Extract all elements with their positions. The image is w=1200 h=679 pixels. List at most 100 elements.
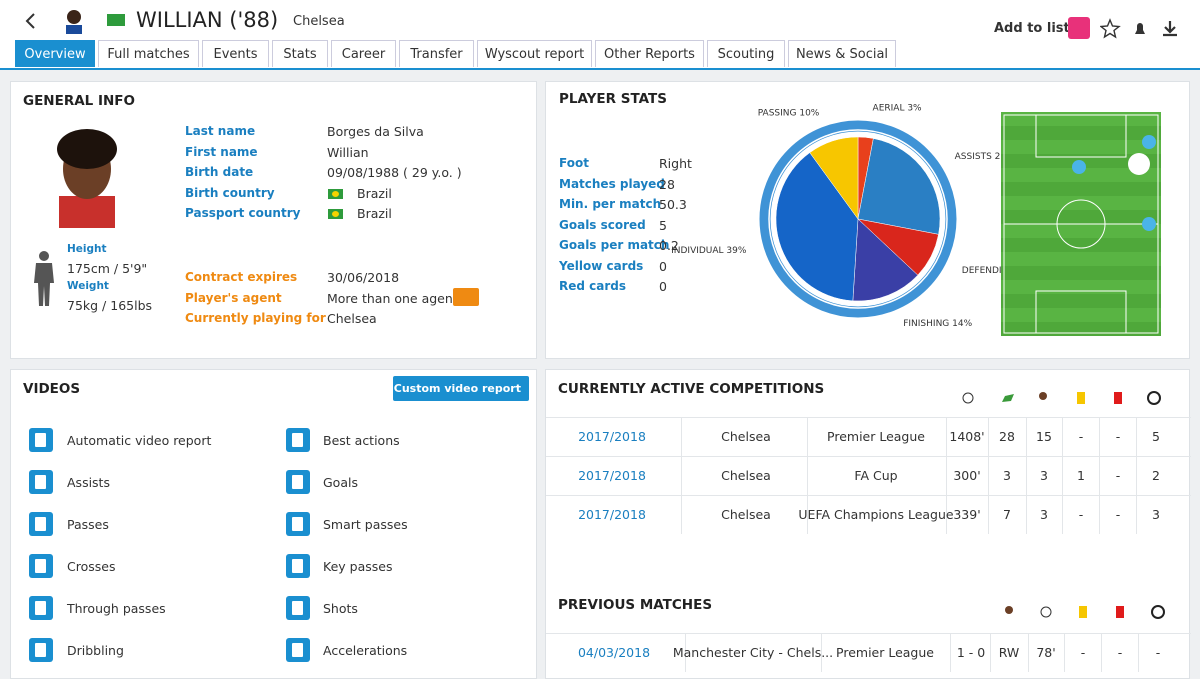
pie-ring [759,120,957,318]
table-cell: Premier League [827,429,925,444]
table-cell: 1 - 0 [956,645,986,660]
table-cell: - [1155,645,1161,660]
stat-label: Red cards [559,279,627,293]
add-to-list[interactable]: Add to list [994,21,1070,36]
video-icon[interactable] [29,638,53,662]
table-cell: FA Cup [854,468,898,483]
agent-view-button[interactable] [453,288,479,306]
table-cell: 339' [953,507,981,522]
pitch-stripe [1001,252,1161,266]
tab[interactable]: News & Social [788,40,896,67]
field-label: First name [185,144,258,159]
video-link[interactable]: Dribbling [67,643,124,658]
tab[interactable]: Wyscout report [477,40,592,67]
field-value: 30/06/2018 [327,270,400,285]
table-cell[interactable]: 2017/2018 [578,507,646,522]
video-link[interactable]: Smart passes [323,517,408,532]
tab[interactable]: Scouting [707,40,785,67]
cell-separator [681,418,682,456]
video-icon[interactable] [29,554,53,578]
video-link[interactable]: Accelerations [323,643,408,658]
video-link[interactable]: Automatic video report [67,433,212,448]
video-link[interactable]: Assists [67,475,110,490]
pitch-dot [1142,135,1156,149]
add-button[interactable] [1068,17,1090,39]
table-cell[interactable]: 2017/2018 [578,468,646,483]
panel-title: PLAYER STATS [559,91,667,107]
cell-separator [946,418,947,456]
table-row: 2017/2018 Chelsea UEFA Champions League 339… [546,495,1191,534]
video-link[interactable]: Crosses [67,559,116,574]
cell-separator [1136,457,1137,495]
table-cell: 3 [1040,468,1048,483]
table-cell: - [1115,507,1121,522]
tab[interactable]: Full matches [98,40,199,67]
tab[interactable]: Career [331,40,396,67]
table-cell: UEFA Champions League [798,507,954,522]
field-label: Passport country [185,206,301,220]
table-row: 2017/2018 Chelsea Premier League 1408' 28 15 -… [546,417,1191,456]
video-link[interactable]: Through passes [67,601,166,616]
flag [328,209,343,219]
pie-label: AERIAL 3% [873,103,923,113]
pitch-dot [1072,160,1086,174]
table-cell: Manchester City - Chels... [672,645,834,660]
table-cell[interactable]: 2017/2018 [578,429,646,444]
tab[interactable]: Stats [272,40,328,67]
video-icon[interactable] [286,554,310,578]
video-icon[interactable] [286,638,310,662]
pitch-dot [1128,153,1150,175]
cell-separator [1101,634,1102,672]
video-icon[interactable] [29,596,53,620]
video-link[interactable]: Best actions [323,433,400,448]
video-icon[interactable] [29,512,53,536]
pitch-dot [1142,217,1156,231]
table-header-icons [962,391,1161,405]
tab[interactable]: Other Reports [595,40,704,67]
general-info-panel: GENERAL INFO Last name Borges da Silva Fir… [10,81,537,359]
table-cell: Chelsea [721,429,771,444]
video-icon[interactable] [286,596,310,620]
cell-separator [1026,496,1027,534]
table-cell: Premier League [836,645,934,660]
field-value: Chelsea [327,311,377,326]
table-cell: 78' [1036,645,1056,660]
cell-separator [1099,418,1100,456]
tab[interactable]: Transfer [399,40,474,67]
club-name[interactable]: Chelsea [293,14,345,29]
pie-slice [857,138,941,235]
video-icon[interactable] [286,428,310,452]
pitch-stripe [1001,140,1161,154]
cell-separator [681,496,682,534]
pie-label: DEFENDING [962,266,1016,276]
pitch-stripe [1001,224,1161,238]
stats-chart: AERIAL 3% ASSISTS 2 DEFENDING FINISHING 14%… [671,103,1161,336]
table-cell: Chelsea [721,507,771,522]
video-link[interactable]: Passes [67,517,109,532]
cell-separator [990,634,991,672]
table-cell: 5 [1152,429,1160,444]
video-icon[interactable] [286,470,310,494]
flag [328,188,343,199]
video-icon[interactable] [29,428,53,452]
table-cell: 15 [1036,429,1052,444]
video-icon[interactable] [286,512,310,536]
video-link[interactable]: Goals [323,475,358,490]
cell-separator [807,418,808,456]
table-cell: 1408' [949,429,985,444]
table-cell[interactable]: 04/03/2018 [577,645,651,660]
tab[interactable]: Overview [15,40,95,67]
back-button[interactable] [24,12,38,30]
stat-label: Foot [559,156,589,170]
custom-video-report-button[interactable]: Custom video report [393,376,529,401]
tab[interactable]: Events [202,40,269,67]
table-cell: Chelsea [721,468,771,483]
stat-value: 50.3 [659,197,687,212]
field-label: Player's agent [185,290,282,305]
video-icon[interactable] [29,470,53,494]
field-label: Birth country [185,185,275,200]
video-link[interactable]: Shots [323,601,358,616]
video-link[interactable]: Key passes [323,559,393,574]
panel-title: CURRENTLY ACTIVE COMPETITIONS [558,381,825,397]
stat-label: Matches played [559,176,665,191]
